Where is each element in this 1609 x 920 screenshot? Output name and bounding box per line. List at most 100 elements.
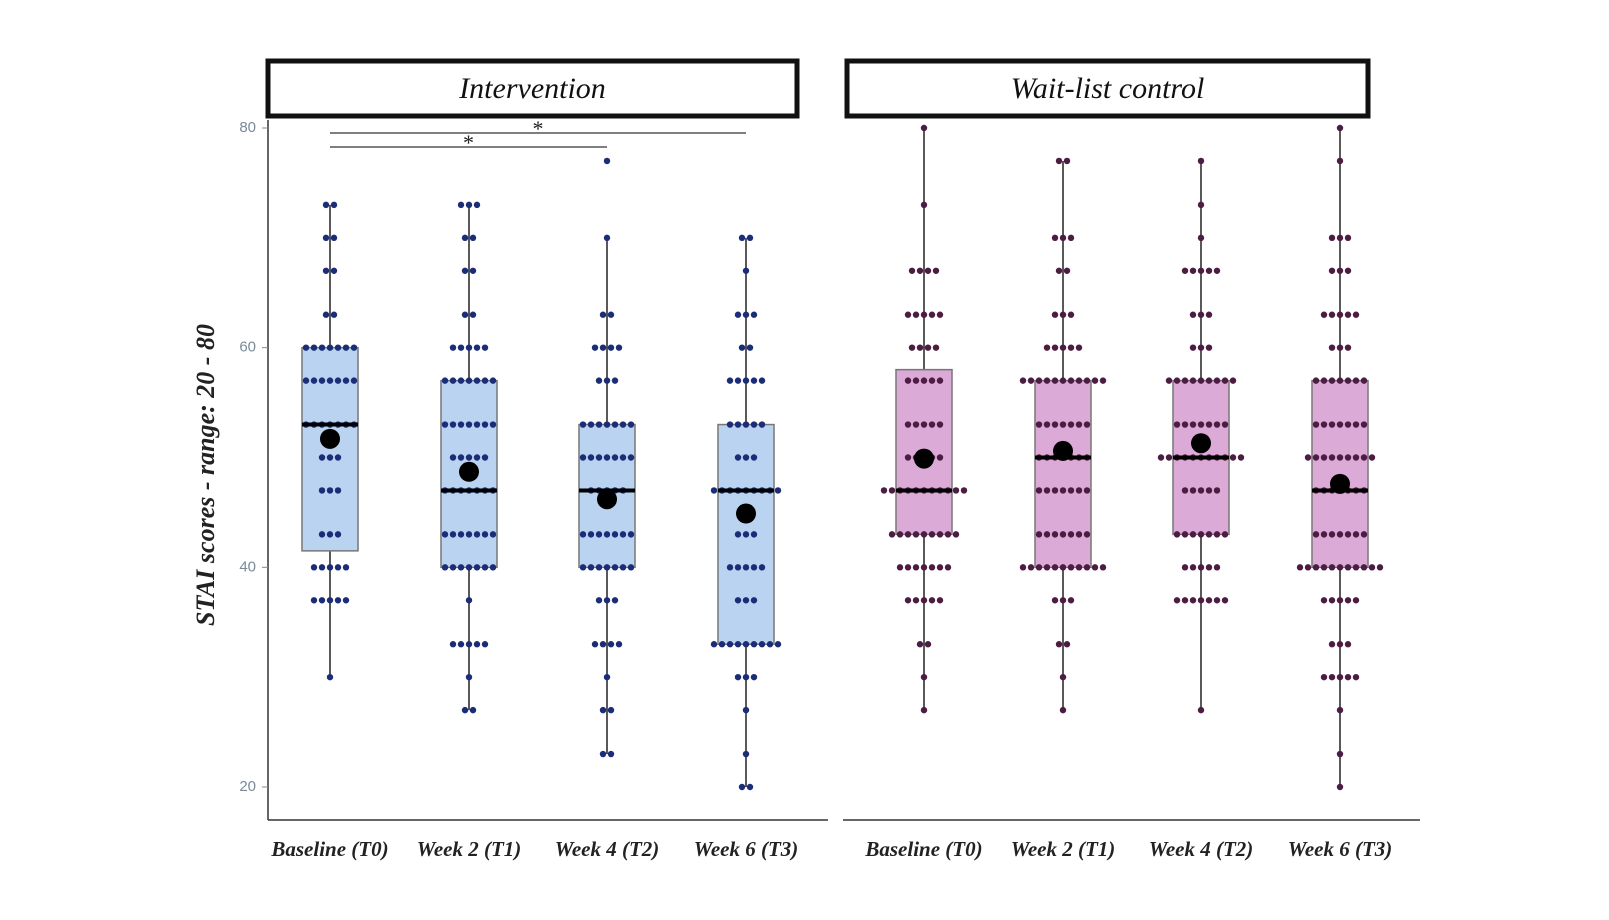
x-tick-label: Baseline (T0) <box>270 837 388 861</box>
data-point <box>599 750 607 758</box>
data-point <box>1099 377 1107 384</box>
data-point <box>1336 454 1344 461</box>
data-point <box>920 421 928 428</box>
data-point <box>710 641 718 648</box>
data-point <box>734 421 742 428</box>
data-point <box>750 564 758 571</box>
data-point <box>1304 564 1312 571</box>
data-point <box>302 377 310 384</box>
data-point <box>1189 487 1197 494</box>
data-point <box>1197 344 1205 351</box>
data-point <box>1352 564 1360 571</box>
strip-label: Wait-list control <box>1011 72 1205 105</box>
data-point <box>1035 487 1043 494</box>
data-point <box>928 564 936 571</box>
data-point <box>960 487 968 494</box>
data-point <box>742 597 750 604</box>
data-point <box>746 783 754 791</box>
data-point <box>619 531 627 538</box>
data-point <box>465 597 473 604</box>
data-point <box>595 564 603 571</box>
data-point <box>595 377 603 384</box>
data-point <box>579 454 587 461</box>
data-point <box>441 564 449 571</box>
data-point <box>1067 564 1075 571</box>
data-point <box>1083 487 1091 494</box>
data-point <box>1043 421 1051 428</box>
data-point <box>1035 564 1043 571</box>
data-point <box>587 421 595 428</box>
data-point <box>1197 157 1205 165</box>
mean <box>1053 440 1073 461</box>
data-point <box>1344 234 1352 242</box>
data-point <box>611 597 619 604</box>
data-point <box>750 454 758 461</box>
data-point <box>1043 564 1051 571</box>
data-point <box>1352 531 1360 538</box>
mean <box>914 448 934 469</box>
data-point <box>1336 564 1344 571</box>
data-point <box>1173 377 1181 384</box>
data-point <box>441 531 449 538</box>
data-point <box>611 531 619 538</box>
x-tick-label: Week 2 (T1) <box>417 837 522 861</box>
data-point <box>318 531 326 538</box>
data-point <box>734 597 742 604</box>
data-point <box>603 454 611 461</box>
data-point <box>718 641 726 648</box>
data-point <box>750 421 758 428</box>
data-point <box>627 454 635 461</box>
data-point <box>1059 377 1067 384</box>
data-point <box>758 564 766 571</box>
data-point <box>908 344 916 351</box>
data-point <box>579 421 587 428</box>
data-point <box>1055 157 1063 165</box>
data-point <box>465 564 473 571</box>
data-point <box>473 201 481 209</box>
data-point <box>726 564 734 571</box>
data-point <box>1336 597 1344 604</box>
data-point <box>1067 234 1075 242</box>
data-point <box>599 706 607 714</box>
data-point <box>920 597 928 604</box>
data-point <box>1043 344 1051 351</box>
data-point <box>1237 454 1245 461</box>
data-point <box>330 201 338 209</box>
data-point <box>627 564 635 571</box>
data-point <box>1336 673 1344 681</box>
data-point <box>1099 564 1107 571</box>
data-point <box>599 641 607 648</box>
data-point <box>920 201 928 209</box>
data-point <box>587 564 595 571</box>
data-point <box>1336 421 1344 428</box>
data-point <box>920 311 928 318</box>
data-point <box>742 706 750 714</box>
data-point <box>441 377 449 384</box>
data-point <box>936 454 944 461</box>
data-point <box>936 564 944 571</box>
data-point <box>595 597 603 604</box>
data-point <box>603 597 611 604</box>
data-point <box>1312 377 1320 384</box>
y-axis-label: STAI scores - range: 20 - 80 <box>191 324 220 626</box>
data-point <box>1035 421 1043 428</box>
data-point <box>1059 706 1067 714</box>
data-point <box>473 564 481 571</box>
data-point <box>1205 267 1213 274</box>
data-point <box>734 311 742 318</box>
data-point <box>1173 421 1181 428</box>
data-point <box>1360 421 1368 428</box>
data-point <box>591 641 599 648</box>
data-point <box>1059 421 1067 428</box>
data-point <box>888 531 896 538</box>
data-point <box>603 234 611 242</box>
data-point <box>350 344 358 351</box>
x-tick-label: Week 2 (T1) <box>1011 837 1116 861</box>
data-point <box>1205 344 1213 351</box>
data-point <box>318 454 326 461</box>
data-point <box>1344 344 1352 351</box>
data-point <box>1075 531 1083 538</box>
data-point <box>1197 564 1205 571</box>
data-point <box>928 531 936 538</box>
data-point <box>912 564 920 571</box>
